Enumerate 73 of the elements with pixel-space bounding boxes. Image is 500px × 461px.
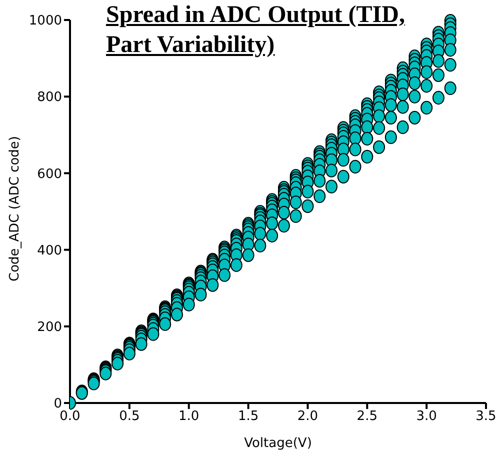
point — [408, 76, 421, 90]
point — [135, 337, 148, 351]
x-tick-label: 0.0 — [60, 409, 80, 424]
point — [349, 160, 362, 174]
y-axis-title: Code_ADC (ADC code) — [8, 136, 23, 282]
point — [254, 238, 266, 252]
point — [112, 356, 124, 370]
x-tick-label: 2.0 — [297, 409, 318, 424]
y-tick-label: 1000 — [28, 14, 62, 29]
y-tick-label: 0 — [54, 396, 62, 412]
y-tick-label: 200 — [37, 320, 62, 336]
point — [432, 90, 444, 105]
point — [349, 142, 362, 156]
point — [408, 90, 421, 104]
point — [337, 170, 350, 184]
point — [302, 199, 314, 213]
point — [278, 206, 290, 220]
point — [444, 58, 456, 72]
point — [420, 79, 433, 93]
point — [290, 209, 302, 223]
point — [230, 258, 242, 272]
point — [278, 218, 290, 232]
point — [384, 98, 397, 112]
point — [408, 110, 421, 124]
point — [170, 308, 183, 322]
point — [384, 130, 397, 144]
point — [123, 346, 136, 360]
point — [349, 132, 362, 146]
y-tick-label: 800 — [37, 90, 62, 106]
x-tick-label: 2.5 — [356, 409, 378, 424]
point — [444, 43, 456, 57]
point — [361, 150, 374, 164]
point — [420, 65, 433, 79]
point — [218, 268, 231, 282]
point — [242, 248, 254, 262]
point — [337, 152, 350, 167]
x-tick-label: 3.0 — [416, 409, 437, 424]
point — [432, 68, 444, 82]
y-tick-label: 400 — [37, 243, 62, 258]
point — [325, 180, 338, 194]
x-tick-label: 3.5 — [476, 409, 496, 424]
point — [159, 317, 172, 331]
point — [206, 278, 219, 292]
x-tick-label: 0.5 — [119, 409, 140, 424]
point — [182, 298, 195, 312]
point — [325, 164, 338, 178]
point — [444, 81, 456, 95]
point — [396, 120, 409, 134]
point — [290, 195, 302, 210]
point — [314, 189, 326, 204]
point — [361, 120, 374, 134]
point — [396, 100, 409, 114]
x-tick-label: 1.5 — [238, 409, 259, 424]
x-axis-title: Voltage(V) — [244, 436, 312, 451]
chart-title: Spread in ADC Output (TID, Part Variability) — [106, 1, 406, 60]
point — [432, 54, 444, 68]
point — [314, 174, 326, 188]
point — [396, 87, 409, 102]
point — [384, 110, 397, 124]
point — [100, 366, 112, 380]
point — [361, 132, 374, 146]
point — [420, 100, 433, 115]
point — [266, 216, 278, 230]
point — [147, 327, 160, 341]
point — [194, 288, 207, 302]
y-tick-label: 600 — [37, 166, 62, 182]
point — [373, 140, 386, 154]
point — [254, 226, 266, 241]
point — [302, 184, 314, 198]
x-tick-label: 1.0 — [178, 409, 200, 424]
point — [373, 109, 386, 123]
point — [373, 121, 386, 135]
point — [266, 228, 278, 242]
